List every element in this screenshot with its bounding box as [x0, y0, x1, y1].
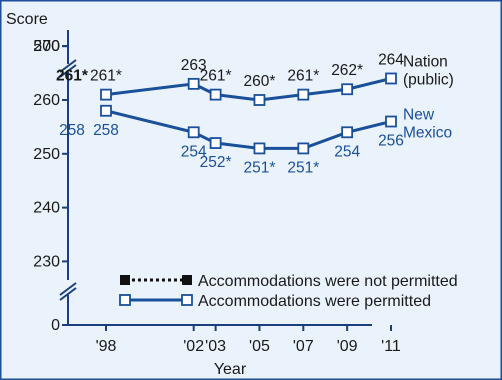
nation-series-name: Nation — [403, 53, 448, 70]
nation-value-label: 261* — [90, 68, 122, 85]
nation-marker — [187, 77, 200, 90]
new-mexico-value-label: 258 — [93, 122, 119, 139]
y-tick-label: 260 — [33, 92, 60, 109]
y-tick-label: 0 — [51, 317, 60, 334]
nation-marker — [341, 83, 354, 96]
legend-marker-end — [181, 294, 193, 306]
y-break-mark-upper-1 — [59, 59, 77, 73]
y-tick-label: 500 — [33, 38, 60, 55]
legend: Accommodations were not permitted Accommo… — [119, 273, 458, 310]
new-mexico-value-label: 256 — [378, 133, 404, 150]
nation-series-name: (public) — [403, 71, 454, 88]
new-mexico-series-name: Mexico — [403, 125, 452, 142]
y-tick-label: 250 — [33, 146, 60, 163]
nation-value-label: 264 — [378, 51, 404, 68]
nation-value-label: 261* — [200, 68, 232, 85]
new-mexico-marker — [297, 142, 310, 155]
y-tick-label: 270 — [33, 38, 60, 55]
nation-value-label: 261* — [287, 68, 319, 85]
legend-label: Accommodations were permitted — [198, 293, 431, 310]
y-axis-title: Score — [6, 11, 48, 28]
new-mexico-extra-label: 258 — [59, 122, 85, 139]
new-mexico-value-label: 254 — [334, 143, 360, 160]
x-tick-label: '07 — [293, 338, 314, 355]
nation-marker — [209, 88, 222, 101]
new-mexico-marker — [209, 137, 222, 149]
new-mexico-series-name: New — [403, 107, 435, 124]
x-tick-label: '09 — [337, 338, 358, 355]
x-tick-label: '03 — [205, 338, 226, 355]
y-tick-label: 230 — [33, 253, 60, 270]
nation-marker — [297, 88, 310, 101]
legend-marker-start — [120, 275, 130, 285]
new-mexico-value-label: 251* — [287, 159, 319, 176]
y-axis: 500 280 270 260 250 240 230 0 — [33, 0, 77, 334]
nation-value-label: 263 — [181, 57, 207, 74]
new-mexico-marker — [253, 142, 266, 155]
nation-value-label: 262* — [331, 62, 363, 79]
y-break-mark-upper-2 — [59, 64, 77, 78]
new-mexico-marker — [100, 104, 112, 117]
nation-marker — [253, 94, 266, 106]
x-axis: '98 '02'03 '05 '07 '09 '11 — [68, 324, 401, 355]
new-mexico-marker — [187, 126, 200, 139]
nation-value-label: 260* — [244, 73, 276, 90]
new-mexico-marker — [385, 115, 397, 128]
new-mexico-value-label: 251* — [244, 159, 276, 176]
legend-marker-end — [182, 275, 192, 285]
new-mexico-marker — [341, 126, 354, 139]
nation-marker — [385, 72, 397, 85]
nation-extra-label: 261* — [56, 68, 89, 85]
x-tick-label: '02 — [183, 338, 204, 355]
x-tick-label: '05 — [249, 338, 270, 355]
x-tick-label: '98 — [96, 338, 117, 355]
x-tick-label: '11 — [381, 338, 401, 355]
legend-marker-start — [119, 294, 131, 306]
nation-marker — [100, 88, 112, 101]
x-axis-title: Year — [214, 361, 247, 378]
y-tick-label: 280 — [33, 0, 60, 1]
legend-label: Accommodations were not permitted — [198, 273, 458, 290]
y-break-mark-lower-2 — [59, 287, 77, 301]
y-break-mark-lower-1 — [59, 282, 77, 296]
new-mexico-value-label: 252* — [200, 154, 232, 171]
y-tick-label: 240 — [33, 200, 60, 217]
new-mexico-value-label: 254 — [181, 143, 207, 160]
